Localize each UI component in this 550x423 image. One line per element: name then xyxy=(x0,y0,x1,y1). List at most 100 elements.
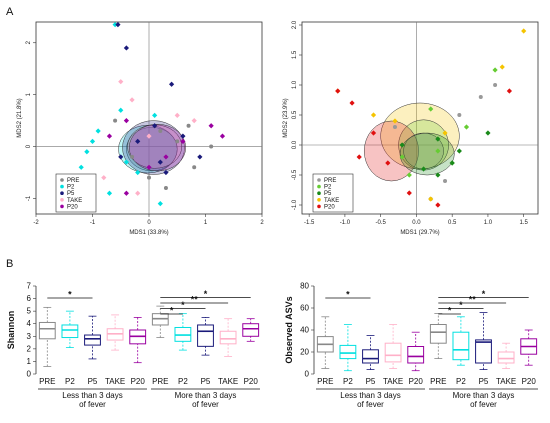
mds-right-point-pre xyxy=(392,125,397,129)
asvs-significance-label: * xyxy=(482,289,486,299)
shannon-y-tick-label: 3 xyxy=(27,332,32,341)
asvs-category-label: P20 xyxy=(409,377,424,386)
mds-left-y-axis-label: MDS2 (21.8%) xyxy=(17,98,23,137)
mds-right-legend-marker xyxy=(317,178,321,182)
mds-right-point-take xyxy=(428,196,434,202)
shannon-significance-label: * xyxy=(181,300,185,310)
mds-right-y-tick-label: 2.0 xyxy=(292,20,298,29)
mds-left-point-p2 xyxy=(112,21,118,28)
shannon-box xyxy=(61,324,79,339)
mds-right-x-tick-label: 0.5 xyxy=(448,220,457,226)
mds-right-y-tick-label: -1.0 xyxy=(292,199,298,210)
asvs-box xyxy=(339,344,357,360)
mds-left-point-p5 xyxy=(115,21,121,28)
shannon-group-label: of fever xyxy=(192,400,219,409)
mds-left-ellipse-p20 xyxy=(128,123,186,172)
asvs-significance-label: * xyxy=(346,290,350,300)
asvs-significance-label: ** xyxy=(469,295,477,305)
asvs-box xyxy=(497,351,515,364)
mds-right-legend-label: PRE xyxy=(324,178,336,184)
mds-left-x-axis-label: MDS1 (33.8%) xyxy=(129,230,168,236)
shannon-y-tick-label: 0 xyxy=(27,370,32,379)
mds-left-point-pre xyxy=(158,128,163,133)
mds-left-legend-marker xyxy=(60,178,64,182)
mds-left-point-pre xyxy=(209,144,214,149)
asvs-category-label: PRE xyxy=(430,377,446,386)
mds-right-legend-marker xyxy=(317,204,321,209)
mds-right-legend-label: P5 xyxy=(324,191,332,197)
shannon-significance-label: * xyxy=(68,290,72,300)
mds-right-point-take xyxy=(392,118,398,124)
mds-right-point-p20 xyxy=(506,88,512,94)
mds-right-point-pre xyxy=(443,179,448,183)
mds-right-ellipse-take xyxy=(380,102,460,170)
asvs-y-tick-label: 0 xyxy=(305,370,310,379)
mds-left-point-pre xyxy=(163,186,168,191)
asvs-category-label: P5 xyxy=(479,377,489,386)
mds-right-y-tick-label: -0.5 xyxy=(292,169,298,180)
mds-left-point-p20 xyxy=(208,123,214,129)
mds-left-y-tick-label: -1 xyxy=(26,195,32,201)
shannon-y-tick-label: 2 xyxy=(27,344,32,353)
asvs-box xyxy=(429,324,447,344)
mds-right-x-tick-label: -1.0 xyxy=(340,220,351,226)
mds-right-point-p2 xyxy=(399,154,405,160)
mds-left-point-pre xyxy=(130,154,135,159)
mds-left-point-p20 xyxy=(146,164,152,170)
mds-right-point-p5 xyxy=(449,160,455,166)
mds-left-point-take xyxy=(191,117,197,124)
mds-plot-right: -1.5 -1.0 -0.5 0.0 0.5 1.0 1.5 -1.0 -0.5 0.0 0.5 1.… xyxy=(283,20,539,236)
mds-left-point-p5 xyxy=(157,159,163,165)
mds-right-legend-marker xyxy=(317,191,321,195)
mds-right-x-axis-label: MDS1 (29.7%) xyxy=(400,230,439,236)
mds-left-point-p20 xyxy=(180,138,186,144)
mds-left-point-p2 xyxy=(95,128,101,134)
mds-left-y-tick-label: 0 xyxy=(26,144,32,148)
asvs-group-label: of fever xyxy=(470,400,497,409)
shannon-significance-label: ** xyxy=(191,295,199,305)
mds-left-point-p2 xyxy=(84,149,90,155)
mds-right-point-p5 xyxy=(435,136,441,142)
mds-left-point-p2 xyxy=(106,190,113,196)
mds-right-point-p5 xyxy=(420,166,427,172)
mds-left-point-p20 xyxy=(219,133,226,139)
shannon-category-label: P5 xyxy=(201,377,211,386)
mds-right-x-tick-label: -0.5 xyxy=(375,220,386,226)
mds-right-point-pre xyxy=(493,83,498,87)
mds-right-point-take xyxy=(521,28,527,34)
asvs-box xyxy=(362,349,379,364)
mds-left-legend-marker xyxy=(60,191,64,195)
mds-left-legend-label: P2 xyxy=(67,185,75,191)
mds-right-point-p20 xyxy=(335,88,341,94)
mds-right-legend-marker xyxy=(317,184,321,189)
mds-right-y-axis-label: MDS2 (23.9%) xyxy=(283,98,289,137)
shannon-y-tick-label: 5 xyxy=(27,307,32,316)
mds-left-point-p5 xyxy=(163,169,169,176)
shannon-category-label: P20 xyxy=(131,377,146,386)
shannon-category-label: PRE xyxy=(152,377,168,386)
asvs-y-tick-label: 80 xyxy=(300,282,309,291)
panel-label-b: B xyxy=(6,258,13,270)
mds-left-point-p5 xyxy=(169,81,175,87)
mds-left-point-p20 xyxy=(106,133,113,139)
shannon-category-label: TAKE xyxy=(218,377,238,386)
mds-left-point-take xyxy=(174,112,180,119)
mds-left-point-take xyxy=(118,79,124,85)
shannon-y-tick-label: 1 xyxy=(27,357,32,366)
mds-left-y-tick-label: 2 xyxy=(26,40,32,44)
mds-left-legend-label: TAKE xyxy=(67,198,82,204)
mds-left-point-pre xyxy=(186,123,191,128)
mds-left-point-p5 xyxy=(123,45,129,51)
shannon-significance-label: * xyxy=(204,289,208,299)
mds-right-point-p2 xyxy=(463,124,470,130)
shannon-category-label: P2 xyxy=(178,377,188,386)
mds-right-point-pre xyxy=(478,95,483,99)
mds-left-legend-label: PRE xyxy=(67,178,79,184)
shannon-boxplot: 0 1 2 3 4 5 6 7 Shannon PRE P2 P5 TAKE P20 PRE P2 P5 TAKE… xyxy=(6,282,260,409)
mds-right-point-p5 xyxy=(435,172,441,178)
mds-left-point-take xyxy=(101,175,107,181)
asvs-category-label: P2 xyxy=(343,377,353,386)
mds-right-point-p20 xyxy=(406,190,412,196)
mds-left-point-pre xyxy=(147,175,151,180)
mds-left-legend-label: P20 xyxy=(67,204,78,210)
